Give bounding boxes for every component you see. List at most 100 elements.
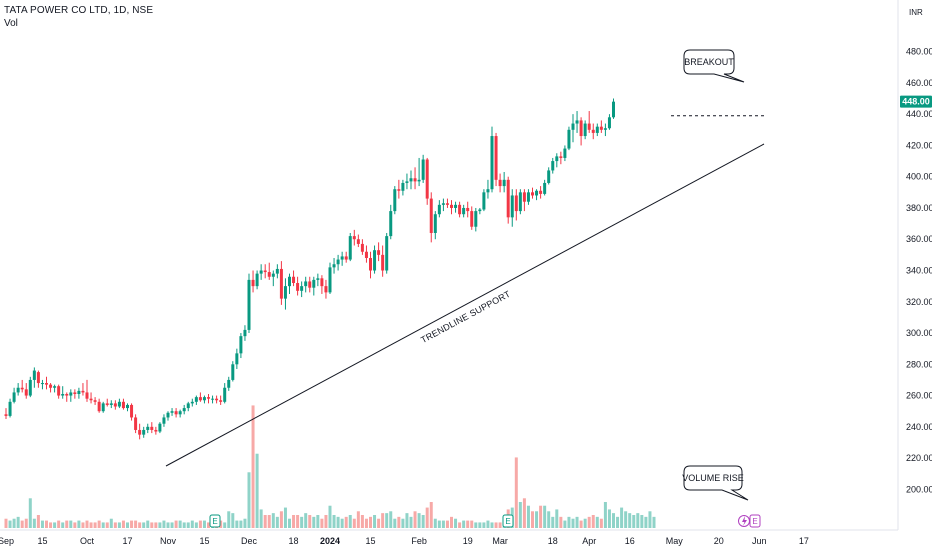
candle-layer (4, 98, 615, 440)
candle-body (255, 273, 259, 287)
currency-label: INR (909, 8, 923, 17)
x-tick-label: Feb (411, 536, 427, 546)
candle-body (494, 136, 498, 180)
volume-bar (239, 520, 243, 528)
x-tick-label: 16 (625, 536, 635, 546)
candle-body (413, 178, 417, 182)
candle-body (340, 256, 344, 260)
volume-bar (616, 516, 620, 528)
candle-body (174, 411, 178, 415)
volume-bar (77, 520, 81, 528)
candle-body (559, 156, 563, 158)
x-tick-label: 18 (289, 536, 299, 546)
candle-body (332, 264, 336, 268)
volume-bar (401, 518, 405, 528)
volume-bar (369, 516, 372, 528)
x-tick-label: 2024 (320, 536, 340, 546)
volume-bar (632, 515, 636, 528)
volume-bar (89, 522, 93, 528)
candle-body (101, 403, 105, 412)
volume-bar (340, 518, 344, 528)
volume-bar (555, 509, 559, 528)
candle-body (531, 192, 534, 196)
candle-body (522, 192, 526, 202)
x-tick-label: 19 (463, 536, 473, 546)
candle-body (8, 401, 12, 416)
candle-body (16, 387, 20, 393)
volume-bar (275, 516, 279, 528)
earnings-marker: E (749, 514, 761, 528)
candle-body (198, 397, 202, 401)
volume-bar (61, 522, 65, 528)
candle-body (458, 204, 462, 215)
candle-body (239, 336, 243, 354)
volume-bar (279, 511, 283, 528)
candle-body (421, 159, 425, 180)
volume-bar (65, 520, 69, 528)
volume-bar (599, 518, 603, 528)
volume-bar (429, 502, 433, 528)
lightning-icon (742, 516, 747, 526)
candle-body (437, 204, 441, 215)
candle-body (441, 203, 445, 205)
volume-bar (567, 516, 571, 528)
x-tick-label: 15 (365, 536, 375, 546)
volume-bar (514, 457, 518, 528)
candle-body (121, 401, 125, 409)
volume-bar (381, 513, 385, 528)
volume-bar (24, 518, 28, 528)
volume-bar (595, 516, 599, 528)
candle-body (109, 403, 113, 405)
volume-bar (251, 405, 255, 528)
volume-bar (445, 520, 449, 528)
candle-body (202, 397, 206, 401)
y-tick-label: 220.00 (906, 453, 932, 463)
candle-body (251, 279, 255, 287)
volume-bar (478, 522, 482, 528)
candle-body (583, 123, 587, 137)
volume-bar (190, 520, 194, 528)
volume-bar (121, 520, 125, 528)
candle-body (328, 267, 332, 293)
volume-bar (405, 513, 409, 528)
x-tick-label: Sep (0, 536, 14, 546)
volume-bar (4, 518, 8, 528)
volume-bar (296, 515, 300, 528)
volume-bar (620, 507, 624, 528)
candle-body (178, 411, 182, 415)
volume-bar (283, 507, 287, 528)
volume-bar (417, 513, 421, 528)
y-tick-label: 380.00 (906, 203, 932, 213)
candle-body (271, 273, 275, 277)
volume-bar (247, 472, 251, 528)
volume-bar (130, 520, 134, 528)
volume-bar (105, 522, 109, 528)
candle-body (73, 392, 77, 395)
y-tick-label: 420.00 (906, 140, 932, 150)
chart-header: TATA POWER CO LTD, 1D, NSE Vol (4, 4, 153, 30)
y-tick-label: 280.00 (906, 359, 932, 369)
volume-bar (470, 520, 474, 528)
volume-bar (288, 518, 291, 528)
x-tick-label: Dec (241, 536, 258, 546)
candle-body (547, 170, 551, 183)
candle-body (364, 251, 368, 258)
y-tick-label: 440.00 (906, 109, 932, 119)
candle-body (490, 136, 494, 190)
volume-bar (607, 509, 611, 528)
volume-bar (178, 520, 182, 528)
current-price-text: 448.00 (902, 97, 930, 107)
x-tick-label: Jun (752, 536, 767, 546)
volume-bar (648, 511, 652, 528)
volume-bar (73, 522, 77, 528)
volume-bar (40, 520, 44, 528)
volume-bar (522, 498, 526, 528)
volume-bar (441, 520, 445, 528)
candle-body (263, 270, 267, 273)
volume-bar (36, 515, 40, 528)
candle-body (275, 268, 279, 274)
candle-body (555, 156, 559, 162)
breakout-callout-text: BREAKOUT (684, 57, 734, 67)
